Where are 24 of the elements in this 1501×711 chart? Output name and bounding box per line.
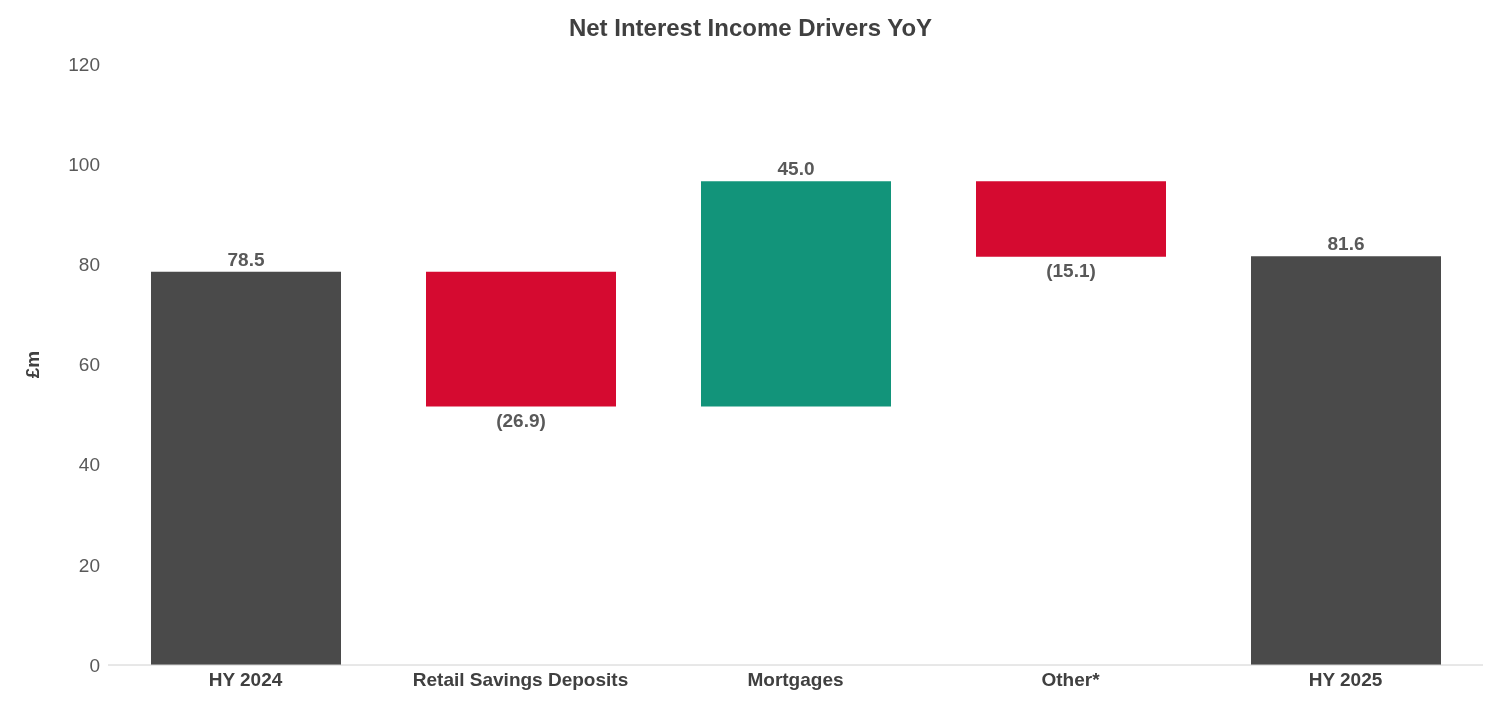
y-tick-label: 80 bbox=[78, 254, 100, 276]
bar bbox=[976, 181, 1166, 257]
data-label: (26.9) bbox=[496, 409, 546, 431]
data-label: 78.5 bbox=[227, 248, 265, 270]
data-label: 81.6 bbox=[1327, 233, 1365, 255]
y-tick-label: 40 bbox=[78, 454, 100, 476]
x-tick-label: HY 2025 bbox=[1308, 669, 1383, 691]
x-tick-label: Mortgages bbox=[747, 669, 844, 691]
y-tick-label: 0 bbox=[89, 654, 100, 676]
chart-title: Net Interest Income Drivers YoY bbox=[567, 13, 934, 43]
data-label: (15.1) bbox=[1046, 259, 1096, 281]
y-tick-label: 100 bbox=[68, 153, 100, 175]
y-axis-title: £m bbox=[21, 350, 43, 379]
data-label: 45.0 bbox=[777, 158, 815, 180]
y-tick-label: 120 bbox=[68, 53, 100, 75]
bar bbox=[1251, 256, 1441, 665]
bar bbox=[151, 271, 341, 665]
x-tick-label: HY 2024 bbox=[208, 669, 283, 691]
bar bbox=[701, 181, 891, 407]
y-tick-label: 20 bbox=[78, 554, 100, 576]
y-tick-label: 60 bbox=[78, 354, 100, 376]
bar bbox=[426, 271, 616, 407]
x-tick-label: Retail Savings Deposits bbox=[412, 669, 629, 691]
x-tick-label: Other* bbox=[1041, 669, 1101, 691]
